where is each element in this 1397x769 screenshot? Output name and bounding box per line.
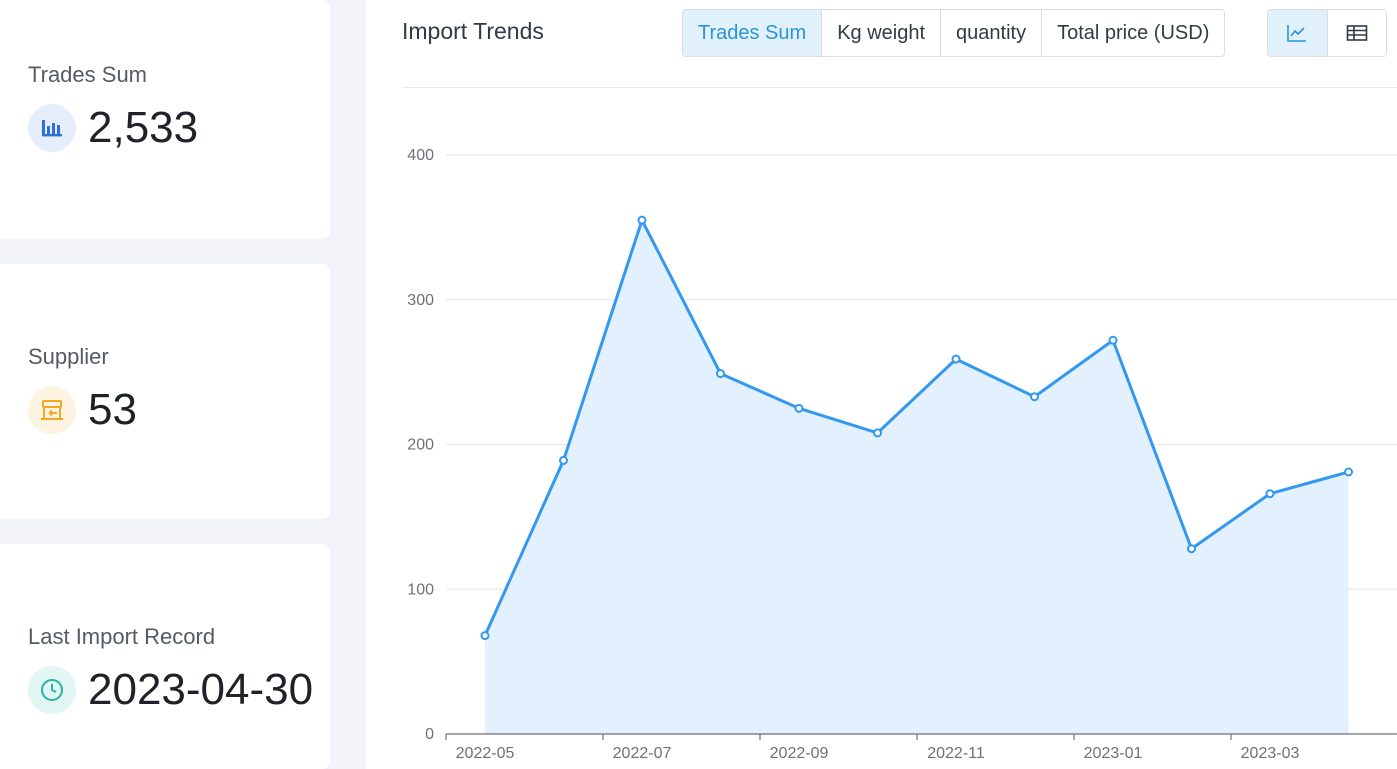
data-point (873, 428, 882, 438)
stat-card-supplier: Supplier 53 (0, 264, 330, 519)
y-tick-label: 200 (407, 437, 434, 454)
import-trends-panel: Import Trends Trades Sum Kg weight quant… (366, 0, 1397, 769)
series-area (485, 220, 1349, 734)
x-tick-label: 2022-11 (927, 745, 985, 762)
bar-chart-icon (28, 104, 76, 152)
data-point (794, 403, 804, 413)
data-point (716, 369, 725, 379)
x-tick-label: 2023-03 (1241, 745, 1300, 762)
supplier-value: 53 (88, 385, 137, 434)
last-import-value: 2023-04-30 (88, 665, 314, 714)
y-tick-label: 300 (407, 292, 434, 309)
line-chart-icon (1287, 25, 1307, 42)
x-tick-label: 2022-09 (770, 745, 829, 762)
trades-sum-row: 2,533 (28, 104, 198, 152)
x-tick-label: 2022-07 (613, 745, 672, 762)
metric-tab-group: Trades Sum Kg weight quantity Total pric… (682, 9, 1226, 57)
supplier-row: 53 (28, 386, 137, 434)
tab-total-price[interactable]: Total price (USD) (1041, 10, 1225, 56)
panel-title: Import Trends (402, 18, 544, 44)
trades-sum-label: Trades Sum (28, 62, 148, 87)
x-tick-label: 2023-01 (1084, 745, 1143, 762)
line-chart-view-button[interactable] (1268, 10, 1327, 56)
data-point (1187, 544, 1196, 554)
series-line (483, 218, 1349, 637)
data-point (637, 215, 647, 225)
stat-card-trades-sum: Trades Sum 2,533 (0, 0, 330, 239)
supplier-label: Supplier (28, 344, 109, 369)
y-tick-label: 400 (407, 147, 434, 164)
clock-icon (28, 666, 76, 714)
tab-kg-weight[interactable]: Kg weight (821, 10, 941, 56)
table-icon (1346, 25, 1368, 41)
y-tick-label: 0 (425, 726, 434, 743)
stat-card-last-import: Last Import Record 2023-04-30 (0, 544, 330, 769)
y-tick-label: 100 (407, 581, 434, 598)
table-view-button[interactable] (1326, 10, 1386, 56)
data-point (480, 631, 490, 641)
header-divider (402, 87, 1397, 88)
import-trends-chart: 0 100 200 300 400 2022-05 2022-07 2022-09 2022-1… (407, 147, 1397, 762)
last-import-label: Last Import Record (28, 624, 216, 649)
view-toggle-group (1267, 9, 1387, 57)
data-point (559, 455, 568, 465)
x-tick-label: 2022-05 (456, 745, 515, 762)
tab-quantity[interactable]: quantity (940, 10, 1042, 56)
data-point (1344, 467, 1353, 477)
data-point (1030, 392, 1039, 402)
trades-sum-value: 2,533 (88, 103, 199, 152)
tab-trades-sum[interactable]: Trades Sum (683, 10, 822, 56)
data-point (1108, 335, 1118, 345)
store-icon (28, 386, 76, 434)
data-point (1265, 489, 1275, 499)
data-point (951, 354, 961, 364)
last-import-row: 2023-04-30 (28, 666, 313, 714)
